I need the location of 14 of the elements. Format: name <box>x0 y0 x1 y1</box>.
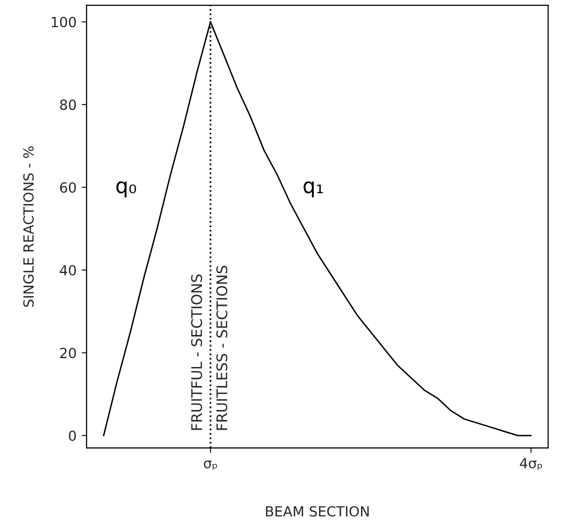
y-tick-label: 40 <box>60 265 76 276</box>
y-tick-label: 0 <box>68 430 76 442</box>
series-label: q₁ <box>304 181 323 198</box>
annotation: FRUITFUL - SECTIONS <box>191 274 202 430</box>
x-axis-title: BEAM SECTION <box>266 506 369 517</box>
y-tick-label: 60 <box>60 182 76 193</box>
y-tick-label: 100 <box>52 16 76 28</box>
y-axis-title: SINGLE REACTIONS - % <box>23 146 34 307</box>
y-tick-label: 20 <box>60 348 76 358</box>
x-tick-label: σₚ <box>204 460 217 470</box>
y-tick-label: 80 <box>60 100 76 110</box>
x-tick-label: 4σₚ <box>520 458 542 470</box>
annotation: FRUITLESS - SECTIONS <box>216 266 228 430</box>
series-label: q₀ <box>116 181 136 198</box>
